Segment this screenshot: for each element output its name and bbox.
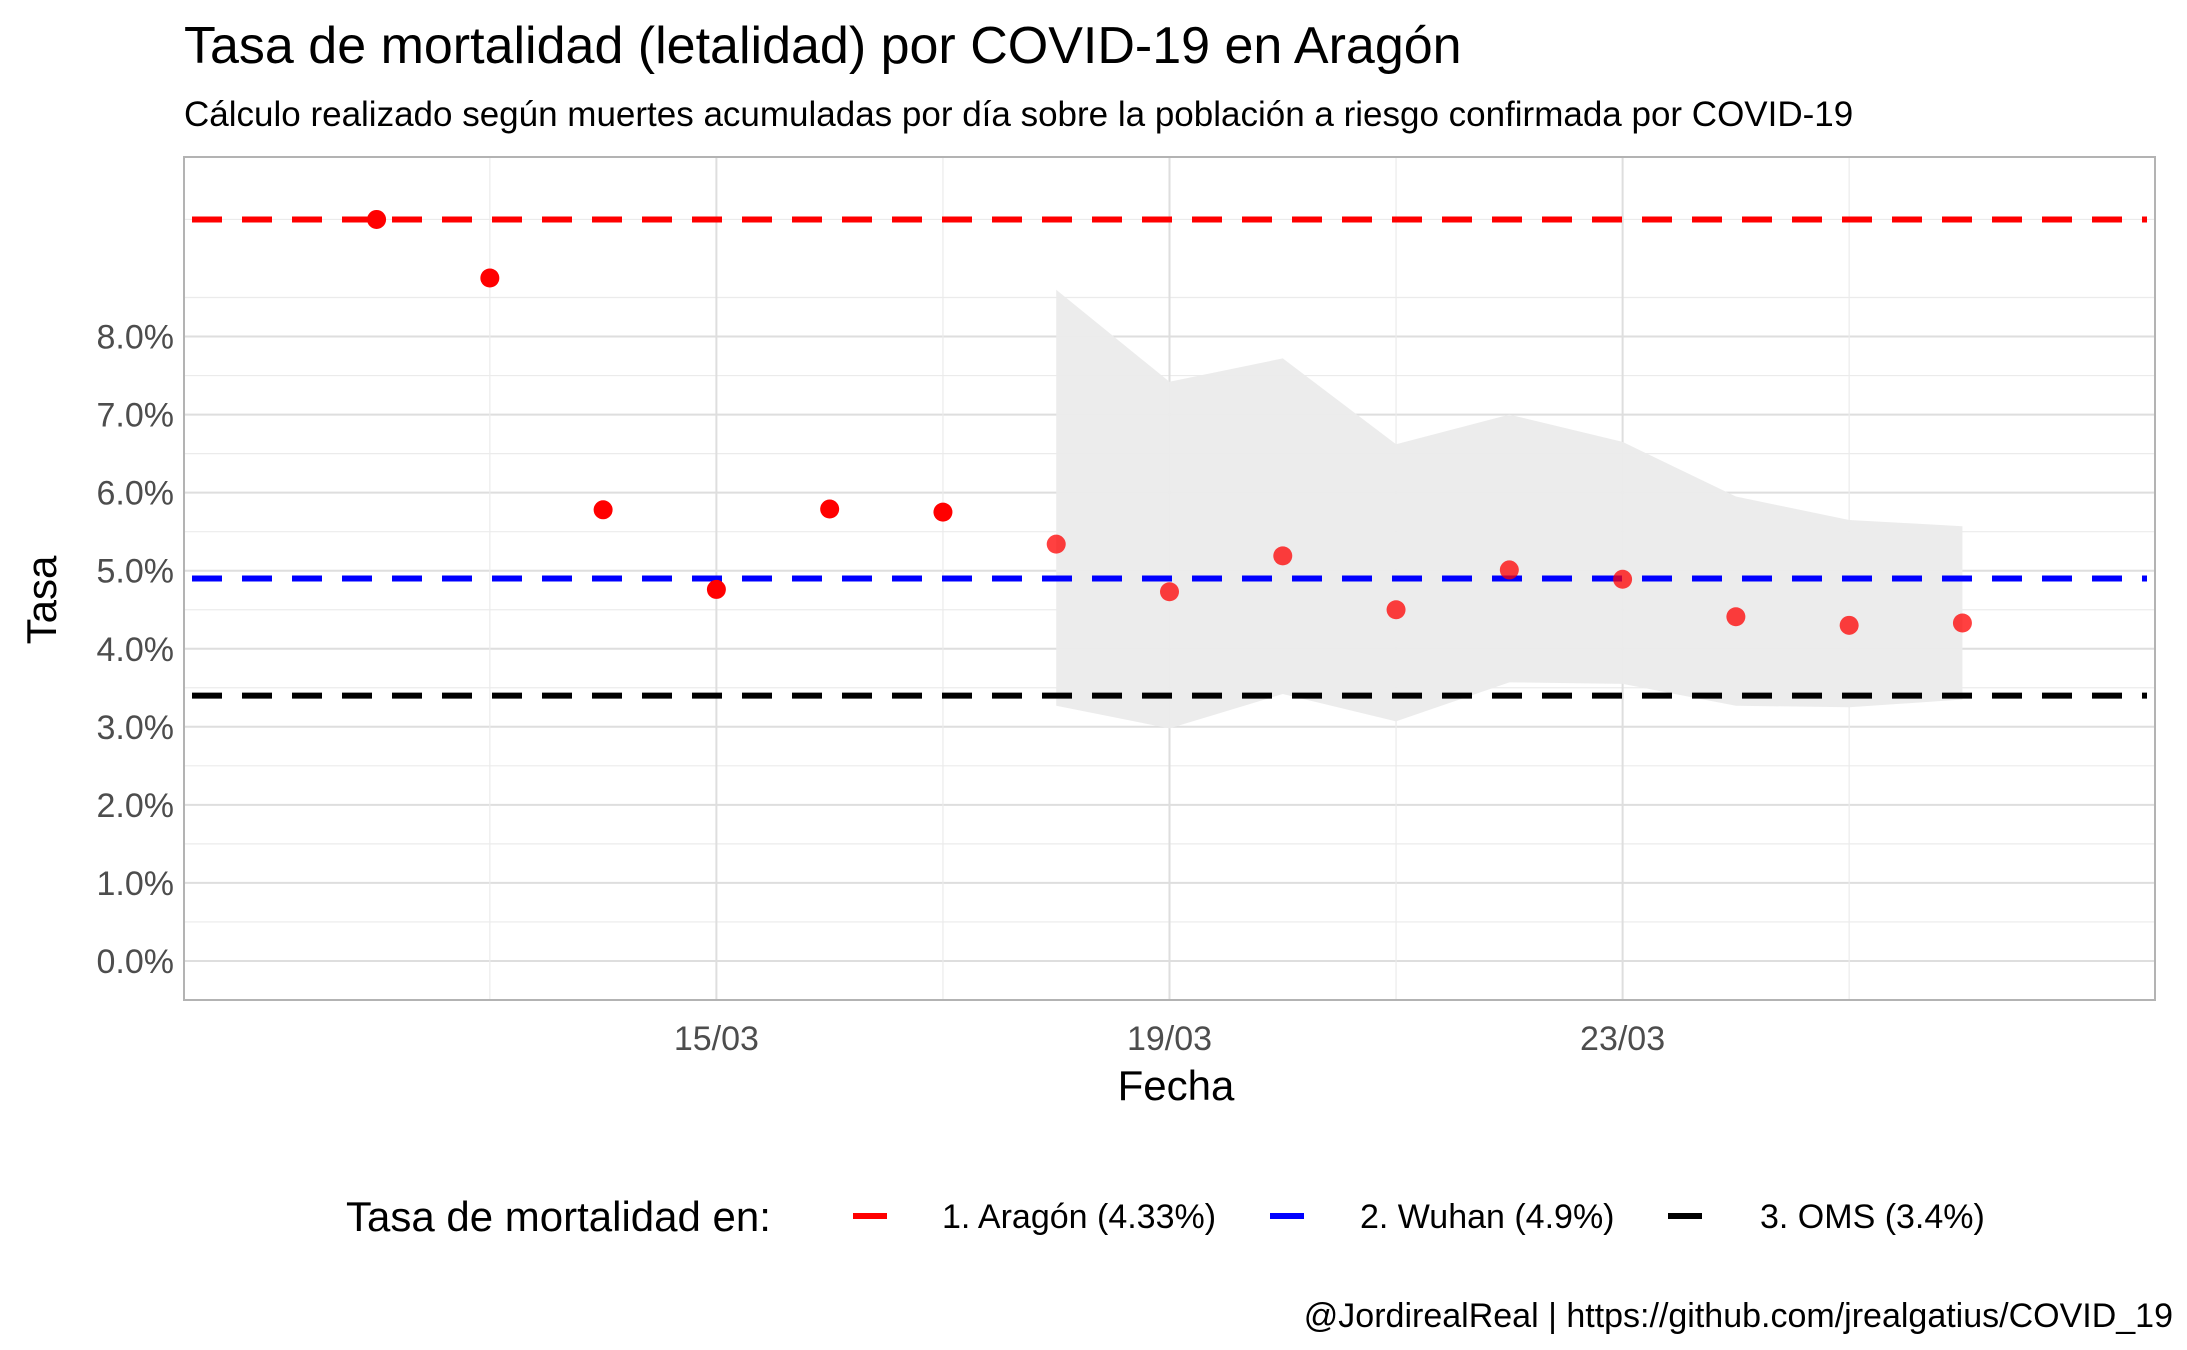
confidence-band <box>1056 289 1963 729</box>
x-tick-label: 19/03 <box>1127 1020 1212 1058</box>
legend-label-2: 2. Wuhan (4.9%) <box>1360 1198 1615 1236</box>
y-tick-label: 0.0% <box>97 943 175 981</box>
data-point-19-03 <box>1160 582 1179 602</box>
y-tick-labels: 0.0% 1.0% 2.0% 3.0% 4.0% 5.0% 6.0% 7.0% 8.0% <box>97 319 175 981</box>
x-tick-label: 23/03 <box>1580 1020 1665 1058</box>
y-tick-label: 7.0% <box>97 397 175 435</box>
data-point-17-03 <box>933 502 953 522</box>
data-point-21-03 <box>1386 600 1406 620</box>
data-point-23-03 <box>1613 569 1633 589</box>
y-axis-title: Tasa <box>18 555 65 644</box>
y-tick-label: 3.0% <box>97 709 175 747</box>
caption: @JordirealReal | https://github.com/jrea… <box>1304 1297 2173 1335</box>
y-tick-label: 1.0% <box>97 865 175 903</box>
chart-title: Tasa de mortalidad (letalidad) por COVID… <box>184 17 1462 75</box>
x-axis-title: Fecha <box>1118 1062 1235 1109</box>
data-point-12-03 <box>367 209 387 229</box>
plot-panel-border <box>183 156 2156 1001</box>
data-point-14-03 <box>593 500 613 520</box>
x-tick-label: 15/03 <box>674 1020 759 1058</box>
reference-lines-layer <box>192 216 2147 699</box>
data-point-25-03 <box>1839 615 1859 635</box>
data-point-16-03 <box>820 499 840 519</box>
legend: Tasa de mortalidad en: 1. Aragón (4.33%)… <box>346 1193 1985 1240</box>
confidence-band-layer <box>1056 289 1963 729</box>
data-point-18-03 <box>1046 534 1066 554</box>
y-tick-label: 6.0% <box>97 475 175 513</box>
y-tick-label: 8.0% <box>97 319 175 357</box>
data-points-layer <box>367 209 1972 635</box>
legend-label-3: 3. OMS (3.4%) <box>1760 1198 1985 1236</box>
x-tick-labels: 15/03 19/03 23/03 <box>674 1020 1665 1058</box>
y-tick-label: 2.0% <box>97 787 175 825</box>
legend-title: Tasa de mortalidad en: <box>346 1193 771 1240</box>
data-point-13-03 <box>480 268 500 288</box>
data-point-26-03 <box>1952 613 1972 633</box>
data-point-24-03 <box>1726 607 1746 627</box>
chart-subtitle: Cálculo realizado según muertes acumulad… <box>184 95 1853 134</box>
y-tick-label: 5.0% <box>97 553 175 591</box>
y-tick-label: 4.0% <box>97 631 175 669</box>
data-point-15-03 <box>706 579 726 599</box>
data-point-20-03 <box>1273 546 1293 566</box>
data-point-22-03 <box>1499 560 1519 580</box>
legend-label-1: 1. Aragón (4.33%) <box>942 1198 1216 1236</box>
